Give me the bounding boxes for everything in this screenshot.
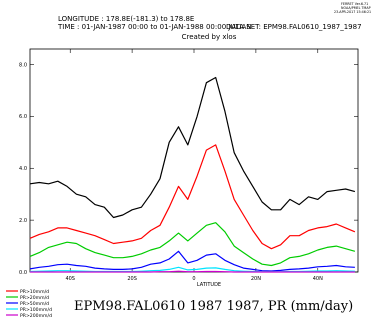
series-line-3 xyxy=(29,250,355,272)
y-tick-label: 0.0 xyxy=(19,270,27,276)
x-tick-label: 40S xyxy=(65,276,75,282)
x-axis-label: LATITUDE xyxy=(197,282,221,288)
legend-label-100: PR>100mm/d xyxy=(20,307,52,313)
x-tick-label: 20S xyxy=(127,276,137,282)
corner-stamp-line-1: FERRET Ver.6.71 xyxy=(341,2,368,6)
series-line-5 xyxy=(30,270,355,273)
corner-stamp-line-2: NOAA/PMEL TMAP xyxy=(341,6,371,10)
y-tick-label: 8.0 xyxy=(19,62,27,68)
x-tick-label: 20N xyxy=(251,276,261,282)
series-line-2 xyxy=(29,222,356,267)
x-axis: 40S 20S 0 20N 40N xyxy=(65,49,323,282)
legend-label-50: PR>50mm/d xyxy=(20,301,49,307)
y-tick-label: 2.0 xyxy=(19,218,27,224)
header-longitude: LONGITUDE : 178.8E(-181.3) to 178.8E xyxy=(58,15,194,23)
y-tick-label: 6.0 xyxy=(19,114,27,120)
legend: PR>10mm/d PR>20mm/d PR>50mm/d PR>100mm/d… xyxy=(6,289,52,319)
x-tick-label: 40N xyxy=(313,276,323,282)
plot-frame xyxy=(29,48,359,273)
footer-title: EPM98.FAL0610 1987 1987, PR (mm/day) xyxy=(74,299,353,314)
header-time: TIME : 01-JAN-1987 00:00 to 01-JAN-1988 … xyxy=(57,23,252,31)
header-created: Created by xlos xyxy=(182,33,237,41)
legend-label-200: PR>200mm/d xyxy=(20,313,52,319)
series-group xyxy=(29,76,356,273)
x-tick-label: 0 xyxy=(192,276,195,282)
legend-label-10: PR>10mm/d xyxy=(20,289,49,295)
y-tick-label: 4.0 xyxy=(19,166,27,172)
legend-label-20: PR>20mm/d xyxy=(20,295,49,301)
series-line-1 xyxy=(29,144,356,250)
corner-stamp-line-3: 23-APR-2017 15:46:21 xyxy=(334,10,371,14)
header-dataset: DATA SET: EPM98.FAL0610_1987_1987 xyxy=(226,23,362,31)
series-line-0 xyxy=(29,76,356,219)
y-axis: 0.0 2.0 4.0 6.0 8.0 xyxy=(19,62,358,276)
